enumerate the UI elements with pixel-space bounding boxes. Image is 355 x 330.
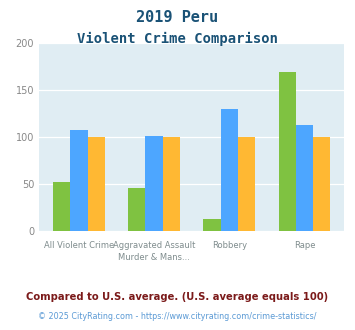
Bar: [88, 137, 105, 231]
Bar: [313, 137, 331, 231]
Bar: [221, 109, 238, 231]
Bar: [203, 219, 221, 231]
Text: Compared to U.S. average. (U.S. average equals 100): Compared to U.S. average. (U.S. average …: [26, 292, 329, 302]
Bar: [163, 137, 180, 231]
Bar: [279, 72, 296, 231]
Bar: [146, 136, 163, 231]
Text: © 2025 CityRating.com - https://www.cityrating.com/crime-statistics/: © 2025 CityRating.com - https://www.city…: [38, 312, 317, 321]
Bar: [296, 125, 313, 231]
Bar: [53, 182, 70, 231]
Text: Violent Crime Comparison: Violent Crime Comparison: [77, 31, 278, 46]
Bar: [238, 137, 255, 231]
Text: 2019 Peru: 2019 Peru: [136, 10, 219, 25]
Bar: [128, 188, 146, 231]
Bar: [70, 130, 88, 231]
